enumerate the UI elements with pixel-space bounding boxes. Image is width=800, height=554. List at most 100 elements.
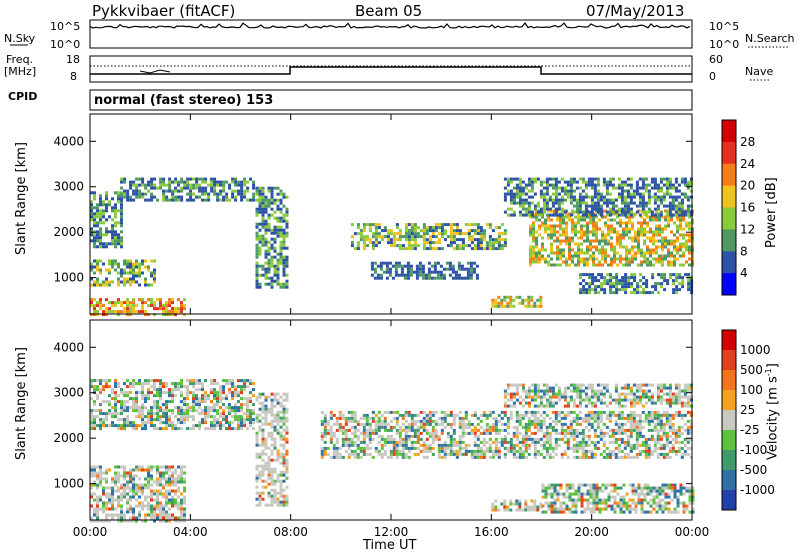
colorbar-tick-label: 28 <box>740 135 755 149</box>
velocity-colorbar-label-sup: -1 <box>764 368 773 377</box>
colorbar-tick-label: 12 <box>740 222 755 236</box>
freq-panel-frame <box>89 55 693 83</box>
colorbar-swatch <box>722 141 736 165</box>
nsky-series <box>89 21 691 29</box>
nsky-tick-bottom: 10^0 <box>50 38 81 51</box>
power-echo-region <box>255 186 289 289</box>
velocity-axes: 1000 2000 3000 4000 00:00 04:00 08:00 12:00 16:0… <box>53 320 709 539</box>
freq-series <box>90 66 692 75</box>
colorbar-frame <box>721 119 737 296</box>
velocity-colorbar-label: Velocity [m s-1] <box>764 363 780 460</box>
colorbar-tick-label: 20 <box>740 179 755 193</box>
freq-tick-top: 18 <box>66 53 80 66</box>
xtick-label: 00:00 <box>675 525 710 539</box>
colorbar-swatch <box>722 410 736 431</box>
colorbar-swatch <box>722 350 736 371</box>
colorbar-tick-label: -25 <box>740 423 760 437</box>
velocity-echo-region <box>90 379 255 431</box>
xtick-label: 20:00 <box>574 525 609 539</box>
freq-series-noise <box>139 69 171 74</box>
colorbar-tick-label: 4 <box>740 266 748 280</box>
velocity-echo-region <box>503 383 693 408</box>
colorbar-tick-label: 8 <box>740 244 748 258</box>
date-title: 07/May/2013 <box>586 2 685 20</box>
power-echo-region <box>90 298 186 317</box>
nave-tick-bottom: 0 <box>709 70 716 83</box>
cpid-panel-frame <box>89 89 693 111</box>
velocity-echo-region <box>320 410 693 459</box>
power-echo-region <box>120 177 256 202</box>
station-title: Pykkvibaer (fitACF) <box>92 2 236 20</box>
colorbar-frame <box>721 329 737 511</box>
power-axes: 1000 2000 3000 4000 <box>53 114 693 314</box>
colorbar-swatch <box>722 120 736 143</box>
colorbar-swatch <box>722 450 736 471</box>
colorbar-swatch <box>722 185 736 208</box>
nsky-label: N.Sky <box>4 32 36 45</box>
cpid-mode: normal (fast stereo) 153 <box>94 93 274 108</box>
colorbar-tick-label: 500 <box>740 363 763 377</box>
freq-tick-bottom: 8 <box>70 70 77 83</box>
power-echo-region <box>491 295 543 308</box>
colorbar-swatch <box>722 207 736 230</box>
xtick-label: 12:00 <box>374 525 409 539</box>
freq-label: Freq. <box>6 53 34 66</box>
ytick-label: 2000 <box>53 431 84 445</box>
velocity-echo-region <box>541 483 695 514</box>
velocity-echo-region <box>255 392 289 507</box>
velocity-heatmap <box>90 379 695 523</box>
power-echo-region <box>350 223 507 251</box>
nsky-tick-top: 10^5 <box>50 20 81 33</box>
colorbar-tick-label: 24 <box>740 157 755 171</box>
power-ylabel: Slant Range [km] <box>14 142 29 255</box>
nave-tick-top: 60 <box>709 53 723 66</box>
cpid-label: CPID <box>8 90 38 103</box>
colorbar-tick-label: -500 <box>740 463 767 477</box>
ytick-label: 3000 <box>53 180 84 194</box>
xtick-label: 08:00 <box>273 525 308 539</box>
power-colorbar-label: Power [dB] <box>764 177 779 248</box>
xtick-label: 04:00 <box>173 525 208 539</box>
colorbar-swatch <box>722 251 736 274</box>
power-echo-region <box>579 273 694 295</box>
velocity-echo-region <box>491 499 543 512</box>
colorbar-swatch <box>722 229 736 252</box>
nsearch-label: N.Search <box>745 32 795 45</box>
time-xlabel: Time UT <box>363 538 417 553</box>
colorbar-swatch <box>722 470 736 491</box>
colorbar-swatch <box>722 273 736 296</box>
colorbar-swatch <box>722 490 736 511</box>
ytick-label: 1000 <box>53 271 84 285</box>
power-echo-region <box>90 259 156 287</box>
beam-title: Beam 05 <box>355 2 423 20</box>
xtick-label: 16:00 <box>474 525 509 539</box>
colorbar-swatch <box>722 390 736 411</box>
velocity-echo-region <box>90 465 186 523</box>
velocity-colorbar-label-end: ] <box>765 363 781 369</box>
nsearch-tick-top: 10^5 <box>709 20 740 33</box>
colorbar-tick-label: 1000 <box>740 343 771 357</box>
velocity-colorbar-label-text: Velocity [m s <box>765 376 781 460</box>
colorbar-tick-label: 100 <box>740 383 763 397</box>
power-echo-region <box>503 177 693 217</box>
power-echo-region <box>370 261 479 280</box>
ytick-label: 3000 <box>53 386 84 400</box>
ytick-label: 4000 <box>53 340 84 354</box>
colorbar-swatch <box>722 330 736 351</box>
velocity-ylabel: Slant Range [km] <box>14 347 29 460</box>
nave-label: Nave <box>745 65 774 78</box>
power-echo-region <box>90 191 123 249</box>
colorbar-swatch <box>722 163 736 187</box>
ytick-label: 2000 <box>53 225 84 239</box>
colorbar-tick-label: -100 <box>740 443 767 457</box>
power-colorbar: 28 24 20 16 12 8 4 <box>721 119 755 296</box>
xtick-label: 00:00 <box>73 525 108 539</box>
ytick-label: 1000 <box>53 477 84 491</box>
colorbar-tick-label: 25 <box>740 403 755 417</box>
freq-unit-label: [MHz] <box>4 65 37 78</box>
nsearch-tick-bottom: 10^0 <box>709 38 740 51</box>
velocity-colorbar: 1000 500 100 25 -25 -100 -500 -1000 <box>721 329 775 511</box>
colorbar-tick-label: 16 <box>740 201 755 215</box>
colorbar-swatch <box>722 370 736 391</box>
